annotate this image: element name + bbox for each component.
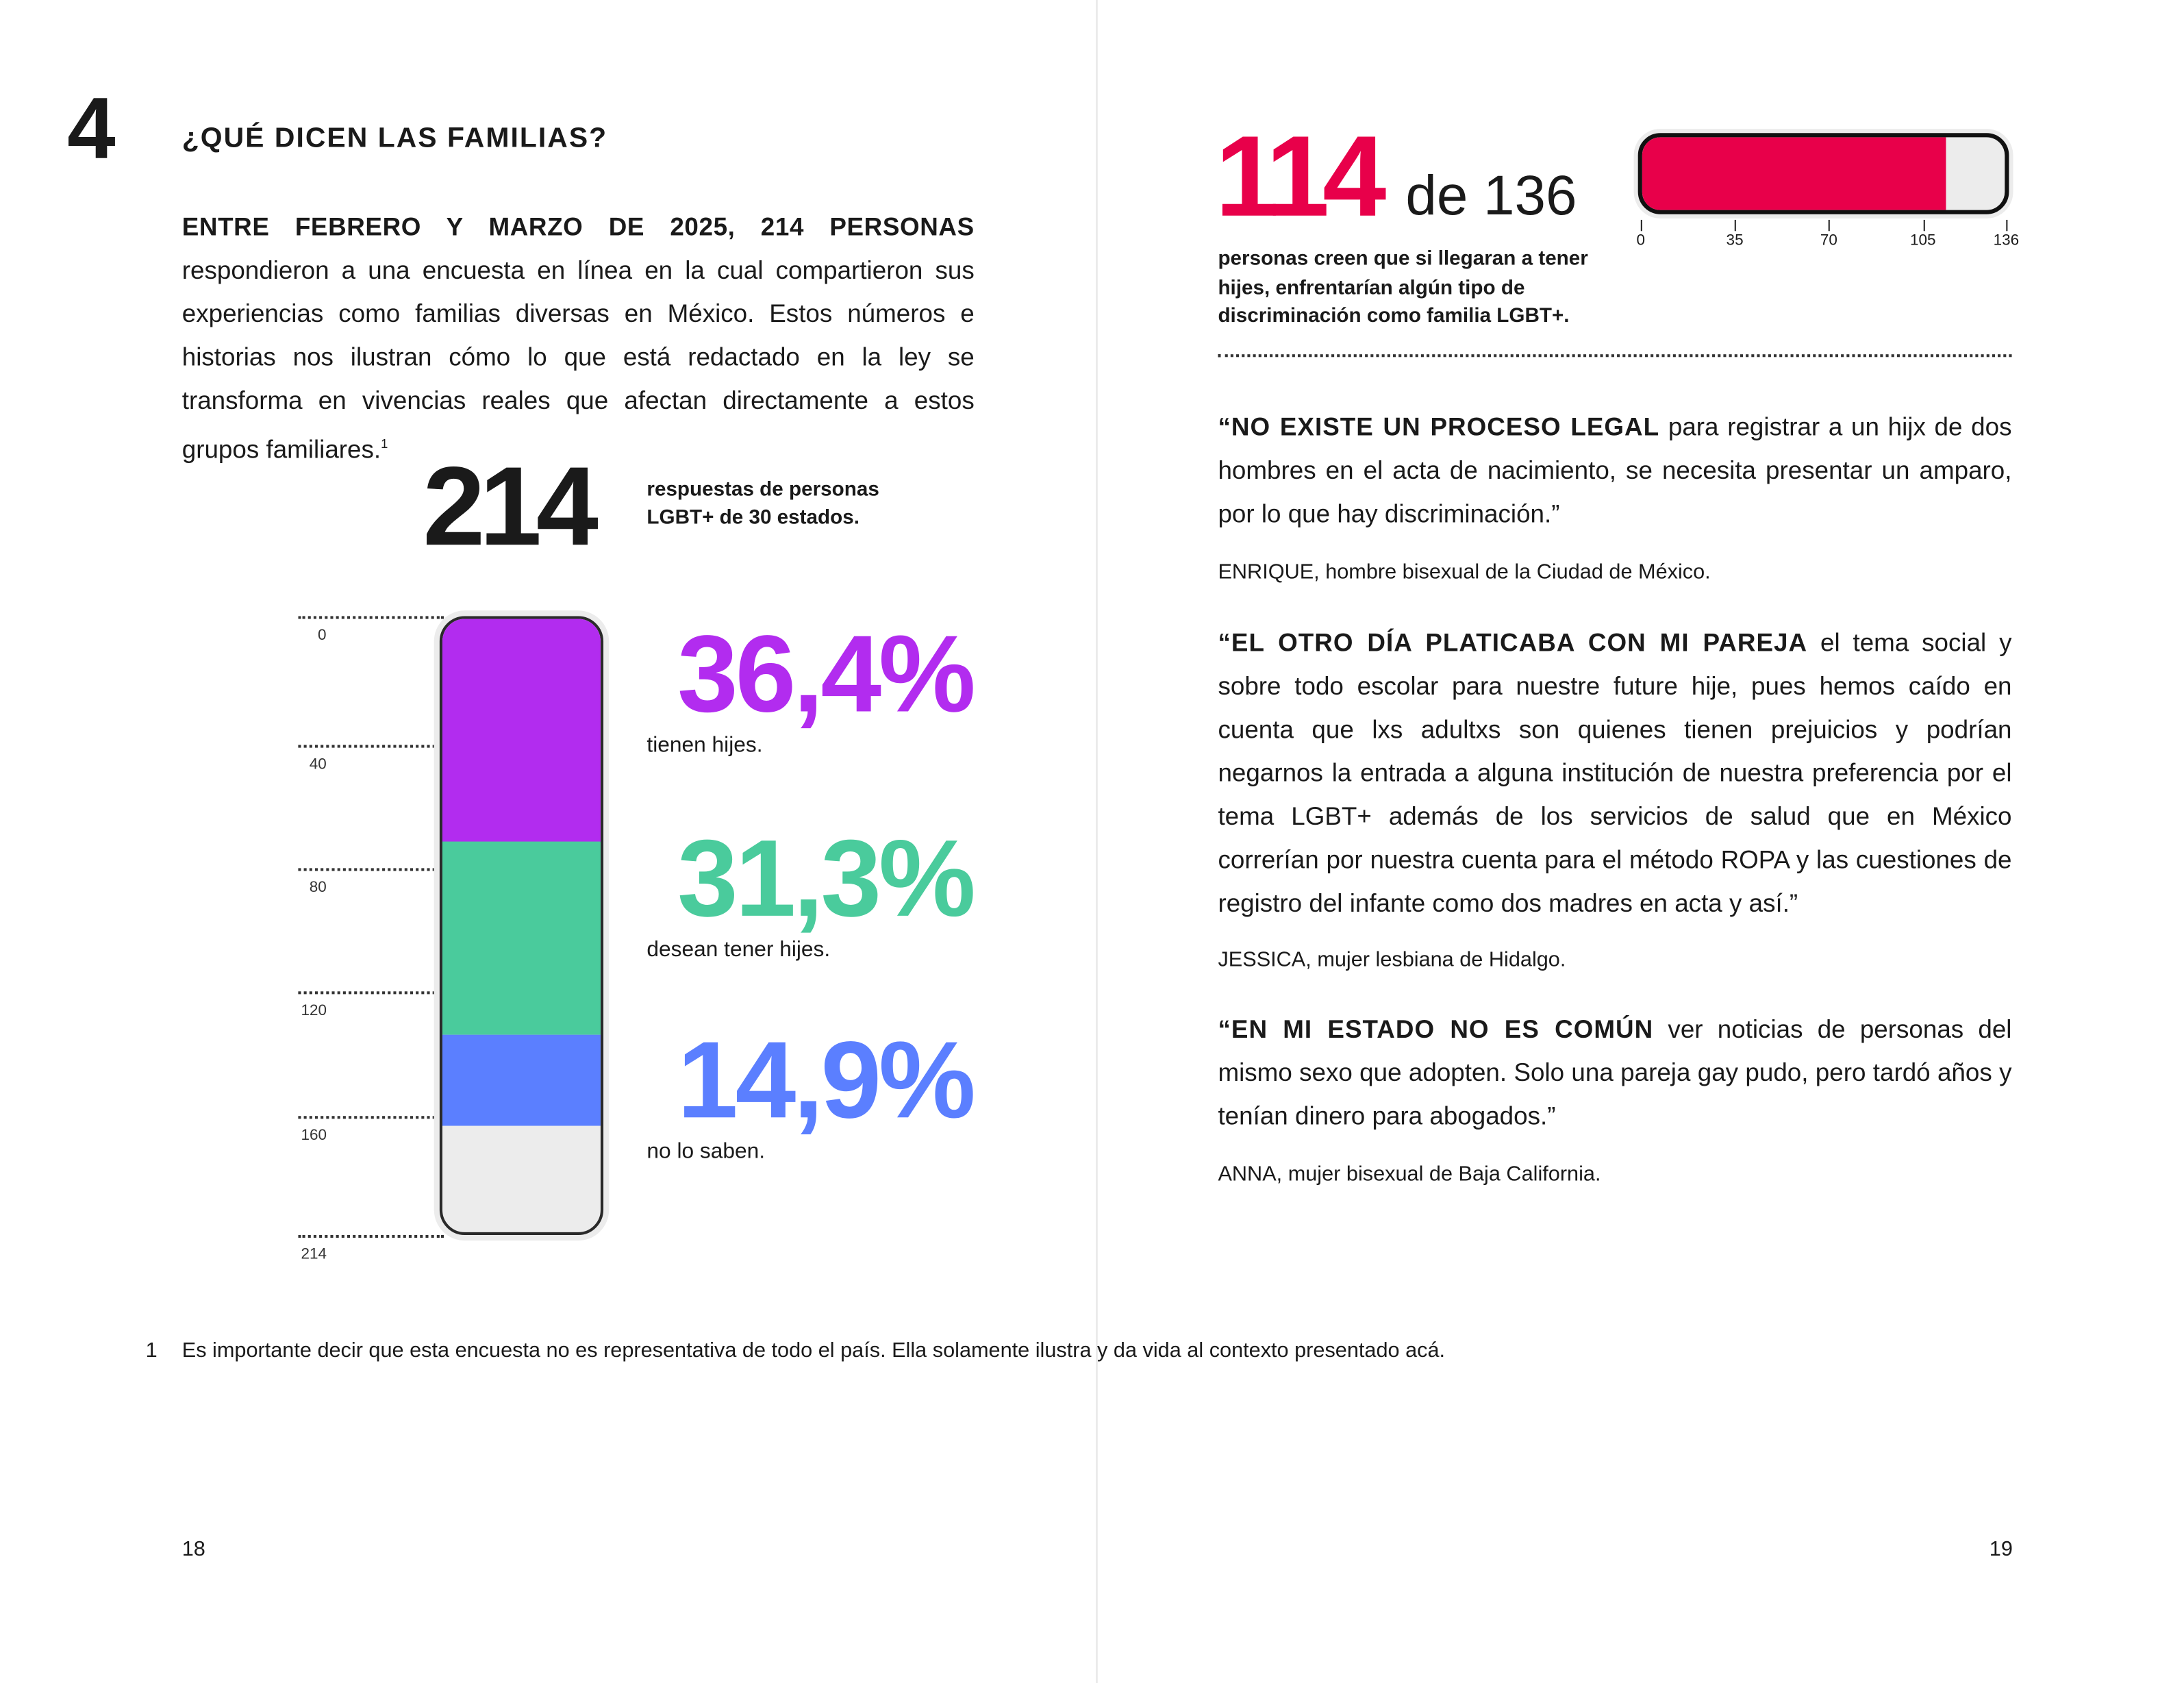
percent-caption: tienen hijes. [647,734,763,758]
quote-text: “NO EXISTE UN PROCESO LEGAL para registr… [1218,406,2011,536]
bar-segment [442,619,601,843]
horizontal-bar-fill [1642,137,1946,210]
axis-tick [1922,219,1924,232]
quote-body: para registrar a un hijx de dos hombres … [1218,413,2012,528]
quote-attribution: ANNA, mujer bisexual de Baja California. [1218,1162,1601,1186]
footnote-ref: 1 [381,436,388,451]
quote-bold: “NO EXISTE UN PROCESO LEGAL [1218,413,1660,441]
quote-attribution: ENRIQUE, hombre bisexual de la Ciudad de… [1218,560,1710,584]
quote-text: “EN MI ESTADO NO ES COMÚN ver noticias d… [1218,1008,2011,1138]
axis-tick-line [298,991,441,995]
percent-value: 36,4% [677,612,976,736]
axis-tick-label: 80 [309,879,327,897]
axis-tick-line [298,1116,441,1119]
axis-tick [1640,219,1642,232]
axis-tick-label: 105 [1909,232,1936,249]
highlight-of-total: de 136 [1405,165,1577,227]
axis-tick-line [298,868,441,871]
page-number-left: 18 [181,1537,205,1562]
axis-tick-line [298,745,441,748]
axis-tick [1829,219,1831,232]
axis-tick-line [298,1234,444,1238]
quote-author-desc: , mujer bisexual de Baja California. [1276,1162,1601,1186]
quote-author: JESSICA [1218,947,1306,972]
page-divider [1096,0,1098,1683]
quote-bold: “EL OTRO DÍA PLATICABA CON MI PAREJA [1218,628,1808,657]
quote-body: el tema social y sobre todo escolar para… [1218,628,2012,917]
axis-tick-label: 136 [1993,232,2020,249]
percent-value: 31,3% [677,816,976,940]
axis-tick [1735,219,1737,232]
axis-tick-label: 214 [301,1246,327,1263]
axis-tick-label: 40 [309,756,327,773]
axis-tick-label: 70 [1820,232,1837,249]
quote-bold: “EN MI ESTADO NO ES COMÚN [1218,1015,1654,1043]
axis-tick-label: 120 [301,1002,327,1020]
section-title: ¿QUÉ DICEN LAS FAMILIAS? [181,123,608,154]
chapter-number: 4 [67,81,116,178]
total-responses-number: 214 [423,444,599,569]
quote-body: ver noticias de personas del mismo sexo … [1218,1015,2012,1130]
quote-attribution: JESSICA, mujer lesbiana de Hidalgo. [1218,948,1566,972]
highlight-caption: personas creen que si llegaran a tener h… [1218,247,1588,328]
quote-author: ENRIQUE [1218,560,1314,584]
percent-value: 14,9% [677,1018,976,1142]
quote-text: “EL OTRO DÍA PLATICABA CON MI PAREJA el … [1218,622,2011,926]
footnote: 1 Es importante decir que esta encuesta n… [146,1337,1445,1365]
highlight-number: 114 [1215,113,1386,241]
horizontal-bar [1637,133,2009,214]
dotted-separator [1218,354,2012,358]
bar-segment [442,842,601,1035]
page-number-right: 19 [1989,1537,2013,1562]
axis-tick-label: 160 [301,1127,327,1145]
quote-author: ANNA [1218,1162,1277,1186]
axis-tick-label: 0 [318,627,327,645]
total-responses-caption: respuestas de personas LGBT+ de 30 estad… [647,479,879,529]
quote-author-desc: , mujer lesbiana de Hidalgo. [1305,947,1566,972]
axis-tick-label: 0 [1636,232,1646,249]
footnote-number: 1 [145,1338,158,1363]
percent-caption: desean tener hijes. [647,938,831,962]
axis-tick-label: 35 [1726,232,1744,249]
percent-caption: no lo saben. [647,1139,766,1164]
footnote-text: Es importante decir que esta encuesta no… [181,1338,1446,1363]
intro-paragraph: ENTRE FEBRERO Y MARZO DE 2025, 214 PERSO… [182,205,975,471]
intro-bold: ENTRE FEBRERO Y MARZO DE 2025, 214 PERSO… [181,212,975,241]
axis-tick-line [298,616,444,619]
bar-segment [442,1034,601,1127]
axis-tick [2006,219,2008,232]
quote-author-desc: , hombre bisexual de la Ciudad de México… [1314,560,1711,584]
intro-text: respondieron a una encuesta en línea en … [181,256,975,464]
stacked-bar [439,616,604,1235]
